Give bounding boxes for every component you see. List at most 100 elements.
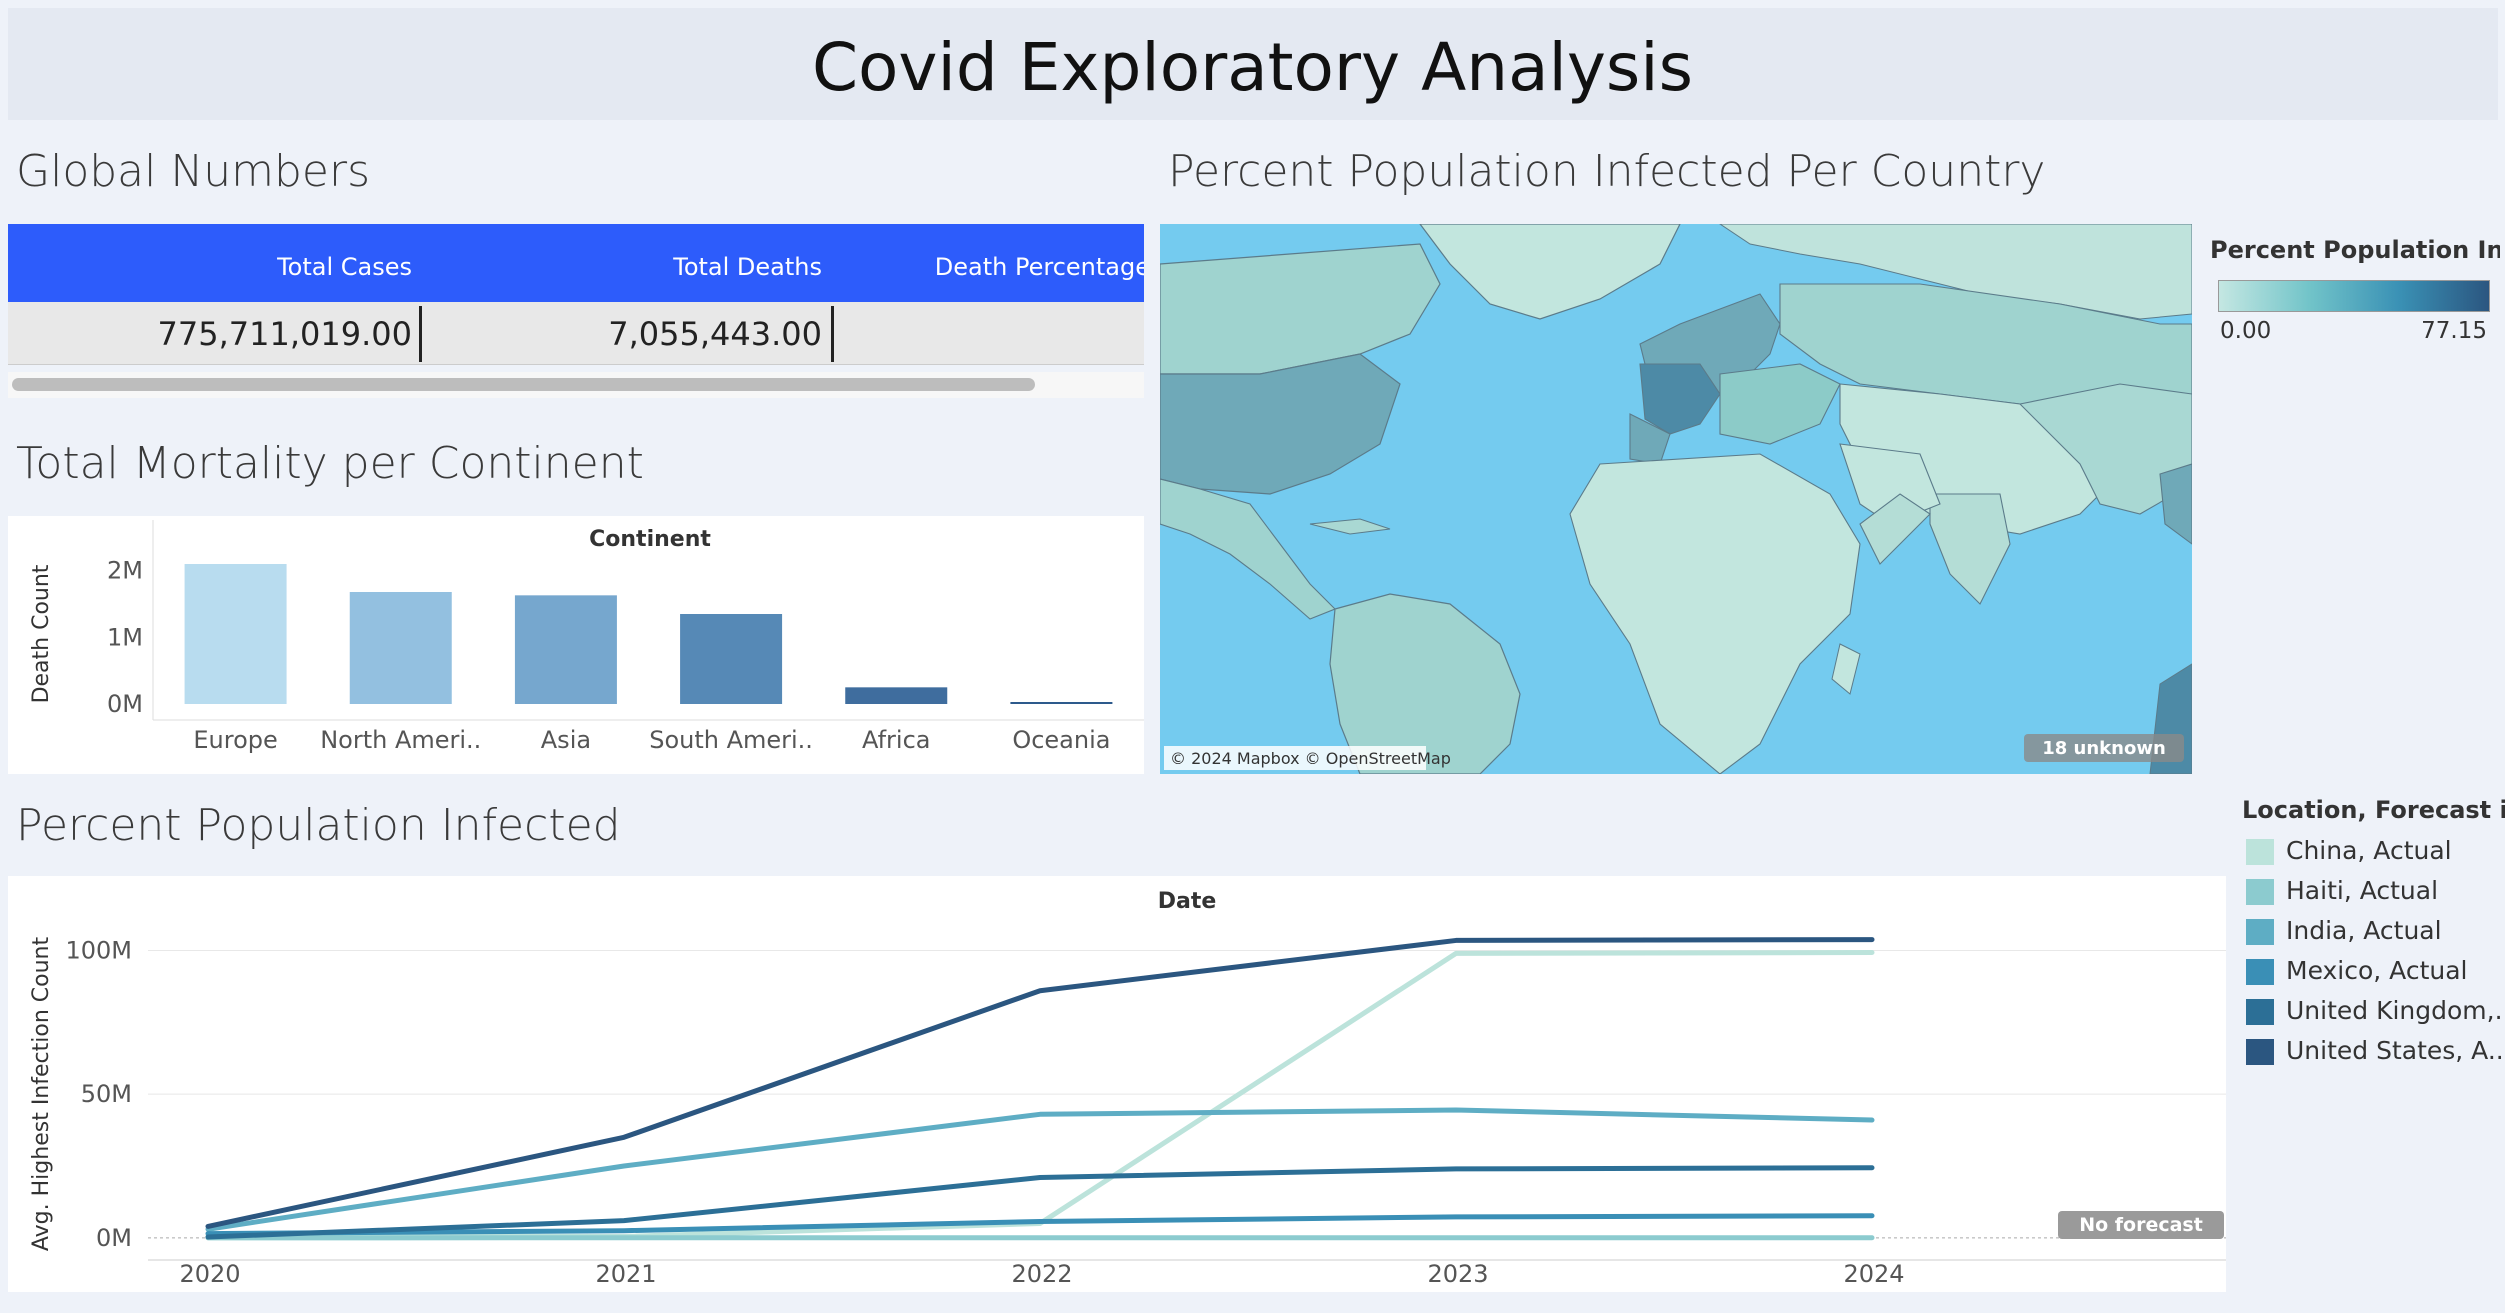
line-x-tick: 2024 — [1843, 1260, 1904, 1288]
map-attribution[interactable]: © 2024 Mapbox © OpenStreetMap — [1170, 749, 1451, 768]
line-chart-header: Date — [1158, 889, 1217, 914]
legend-item[interactable]: United States, A.. — [2246, 1036, 2505, 1066]
eastern-europe-shape[interactable] — [1719, 363, 1841, 445]
legend-swatch — [2246, 839, 2274, 865]
bar[interactable] — [514, 595, 617, 704]
line-x-tick: 2020 — [179, 1260, 240, 1288]
legend-label: Haiti, Actual — [2286, 876, 2439, 905]
map-legend-max: 77.15 — [2421, 318, 2487, 344]
bar-x-label: Africa — [862, 726, 930, 754]
death-percentage-value[interactable] — [834, 302, 1134, 364]
bar-x-labels: Europe North Ameri.. Asia South Ameri.. Afri… — [193, 726, 1110, 754]
mexico-shape[interactable] — [1160, 478, 1336, 620]
legend-swatch — [2246, 1039, 2274, 1065]
infection-panel: Date Avg. Highest Infection Count 0M 50M 1… — [8, 876, 2226, 1292]
global-numbers-title: Global Numbers — [16, 146, 371, 197]
line-series[interactable] — [205, 1213, 1875, 1237]
bar-y-tick: 2M — [107, 557, 143, 585]
western-europe-shape[interactable] — [1639, 363, 1721, 435]
infection-title: Percent Population Infected — [16, 800, 621, 851]
africa-shape[interactable] — [1569, 453, 1861, 774]
line-series-group — [205, 937, 1875, 1241]
madagascar-shape[interactable] — [1831, 643, 1861, 695]
map-canvas[interactable]: © 2024 Mapbox © OpenStreetMap 18 unknown — [1160, 224, 2192, 774]
legend-item[interactable]: United Kingdom,.. — [2246, 996, 2505, 1026]
legend-label: United States, A.. — [2286, 1036, 2504, 1065]
unknown-badge[interactable]: 18 unknown — [2042, 738, 2166, 759]
legend-label: United Kingdom,.. — [2286, 996, 2505, 1025]
map-legend-color-ramp — [2218, 280, 2490, 312]
line-gridlines — [148, 949, 2226, 1261]
line-x-tick: 2023 — [1427, 1260, 1488, 1288]
line-x-tick: 2021 — [595, 1260, 656, 1288]
no-forecast-badge-bg — [2058, 1211, 2224, 1239]
global-numbers-header: Total Cases Total Deaths Death Percentag… — [8, 224, 1144, 302]
line-y-ticks: 0M 50M 100M — [65, 936, 132, 1251]
bar-x-label: Europe — [193, 726, 277, 754]
arabia-shape[interactable] — [1859, 493, 1931, 565]
legend-swatch — [2246, 999, 2274, 1025]
line-y-tick: 0M — [96, 1224, 132, 1252]
line-legend-title: Location, Forecast in.. — [2242, 796, 2505, 824]
unknown-badge-bg[interactable] — [2024, 734, 2184, 762]
global-numbers-row: 775,711,019.00 7,055,443.00 — [8, 302, 1144, 365]
cell-divider — [419, 306, 422, 362]
japan-shape[interactable] — [2159, 463, 2192, 545]
line-series[interactable] — [205, 937, 1875, 1229]
map-legend-title: Percent Population Infe.. — [2210, 236, 2500, 264]
india-shape[interactable] — [1929, 493, 2011, 605]
mortality-panel: Continent Death Count 2M 1M 0M Europe North… — [8, 516, 1144, 774]
bar[interactable] — [845, 687, 948, 704]
line-x-tick: 2022 — [1011, 1260, 1072, 1288]
legend-item[interactable]: China, Actual — [2246, 836, 2505, 866]
legend-label: Mexico, Actual — [2286, 956, 2468, 985]
line-y-tick: 100M — [65, 936, 132, 964]
bar-y-tick: 0M — [107, 690, 143, 718]
total-cases-value[interactable]: 775,711,019.00 — [157, 315, 412, 353]
bar-y-axis-label: Death Count — [29, 564, 54, 703]
bar-chart-header: Continent — [589, 527, 711, 552]
attribution-bg — [1164, 746, 1426, 770]
greenland-shape[interactable] — [1419, 224, 1681, 320]
bar-x-label: South Ameri.. — [649, 726, 813, 754]
choropleth-map[interactable]: © 2024 Mapbox © OpenStreetMap 18 unknown — [1160, 224, 2192, 774]
bar-x-label: Asia — [541, 726, 591, 754]
bar-y-tick: 1M — [107, 623, 143, 651]
bar-x-label: North Ameri.. — [320, 726, 481, 754]
bar[interactable] — [349, 592, 452, 704]
cell-divider — [831, 306, 834, 362]
col-header-total-cases[interactable]: Total Cases — [277, 253, 412, 281]
bar-marks — [184, 564, 1113, 704]
legend-item[interactable]: India, Actual — [2246, 916, 2505, 946]
legend-item[interactable]: Haiti, Actual — [2246, 876, 2505, 906]
legend-label: China, Actual — [2286, 836, 2452, 865]
map-title: Percent Population Infected Per Country — [1168, 146, 2046, 197]
line-y-axis-label: Avg. Highest Infection Count — [29, 937, 54, 1252]
line-y-tick: 50M — [81, 1080, 132, 1108]
bar[interactable] — [1010, 702, 1113, 704]
mortality-bar-chart: Continent Death Count 2M 1M 0M Europe North… — [29, 520, 1144, 754]
dashboard-title: Covid Exploratory Analysis — [811, 29, 1694, 106]
line-series[interactable] — [205, 1165, 1875, 1240]
legend-swatch — [2246, 919, 2274, 945]
map-legend-min: 0.00 — [2220, 318, 2272, 344]
title-bar — [8, 8, 2498, 120]
bar[interactable] — [184, 564, 287, 704]
no-forecast-badge: No forecast — [2079, 1214, 2203, 1236]
total-deaths-value[interactable]: 7,055,443.00 — [608, 315, 822, 353]
bar-x-label: Oceania — [1012, 726, 1110, 754]
horizontal-scrollbar-thumb[interactable] — [12, 378, 1035, 391]
mortality-title: Total Mortality per Continent — [16, 438, 644, 489]
legend-swatch — [2246, 959, 2274, 985]
legend-swatch — [2246, 879, 2274, 905]
south-america-shape[interactable] — [1329, 593, 1521, 774]
legend-label: India, Actual — [2286, 916, 2442, 945]
col-header-death-percentage[interactable]: Death Percentage — [934, 253, 1144, 281]
caribbean-shape[interactable] — [1309, 518, 1391, 535]
infection-line-chart: Date Avg. Highest Infection Count 0M 50M 1… — [29, 889, 2226, 1288]
legend-item[interactable]: Mexico, Actual — [2246, 956, 2505, 986]
bar-y-ticks: 2M 1M 0M — [107, 557, 143, 718]
col-header-total-deaths[interactable]: Total Deaths — [673, 253, 822, 281]
line-series[interactable] — [205, 1107, 1875, 1232]
bar[interactable] — [680, 614, 783, 704]
